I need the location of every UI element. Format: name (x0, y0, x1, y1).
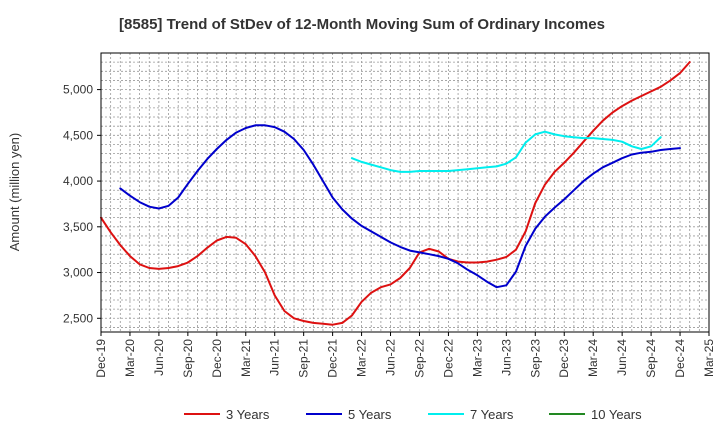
chart-title: [8585] Trend of StDev of 12-Month Moving… (119, 16, 605, 33)
x-axis-ticks: Dec-19 Mar-20 Jun-20 Sep-20 Dec-20 Mar-21 Jun-… (94, 332, 716, 378)
x-tick-label: Dec-23 (557, 339, 571, 378)
legend-label: 7 Years (470, 407, 514, 422)
y-tick-label: 4,500 (63, 128, 93, 142)
x-tick-label: Jun-24 (615, 339, 629, 376)
x-tick-label: Mar-25 (702, 339, 716, 377)
x-tick-label: Dec-20 (210, 339, 224, 378)
legend-label: 10 Years (591, 407, 642, 422)
x-tick-label: Sep-22 (412, 339, 426, 378)
series-lines (100, 61, 691, 326)
plot-background (101, 53, 709, 332)
y-tick-label: 3,500 (63, 220, 93, 234)
x-tick-label: Sep-24 (644, 339, 658, 378)
x-tick-label: Mar-24 (586, 339, 600, 377)
y-axis-ticks: 2,500 3,000 3,500 4,000 4,500 5,000 (63, 83, 101, 325)
x-tick-label: Dec-22 (441, 339, 455, 378)
x-tick-label: Jun-23 (499, 339, 513, 376)
plot-area (100, 52, 710, 333)
y-tick-label: 2,500 (63, 311, 93, 325)
plot-frame (100, 52, 710, 333)
x-tick-label: Jun-22 (384, 339, 398, 376)
series-line-5-years (119, 124, 681, 289)
x-tick-label: Mar-22 (355, 339, 369, 377)
series-line-7-years (350, 130, 662, 173)
x-tick-label: Dec-24 (673, 339, 687, 378)
y-tick-label: 3,000 (63, 266, 93, 280)
legend-label: 3 Years (226, 407, 270, 422)
y-tick-label: 5,000 (63, 83, 93, 97)
x-tick-label: Mar-21 (239, 339, 253, 377)
x-tick-label: Sep-21 (297, 339, 311, 378)
x-tick-label: Sep-23 (528, 339, 542, 378)
x-tick-label: Dec-19 (94, 339, 108, 378)
y-axis-label: Amount (million yen) (7, 133, 22, 252)
x-tick-label: Dec-21 (326, 339, 340, 378)
x-tick-label: Jun-20 (152, 339, 166, 376)
x-tick-label: Mar-20 (123, 339, 137, 377)
x-tick-label: Mar-23 (470, 339, 484, 377)
series-line-3-years (100, 61, 691, 326)
x-tick-label: Sep-20 (181, 339, 195, 378)
x-tick-label: Jun-21 (268, 339, 282, 376)
legend: 3 Years 5 Years 7 Years 10 Years (184, 407, 642, 422)
y-tick-label: 4,000 (63, 174, 93, 188)
legend-label: 5 Years (348, 407, 392, 422)
